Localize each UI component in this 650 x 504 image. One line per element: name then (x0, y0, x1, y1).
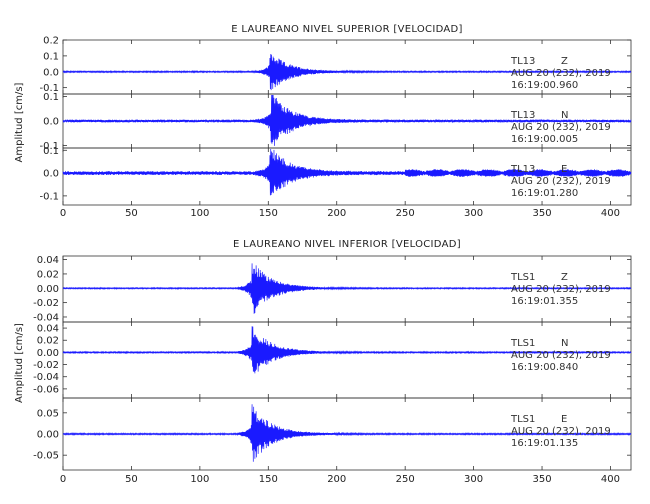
chart-2: E LAUREANO NIVEL INFERIOR [VELOCIDAD] Amp… (14, 239, 632, 485)
record-date: AUG 20 (232), 2019 (511, 176, 611, 187)
chart-1: E LAUREANO NIVEL SUPERIOR [VELOCIDAD] Amp… (14, 24, 632, 219)
x-tick-label: 0 (60, 208, 66, 219)
station-component: Z (561, 56, 568, 67)
y-tick-label: -0.04 (33, 312, 59, 323)
x-tick-label: 200 (327, 474, 346, 485)
y-tick-label: 0.1 (43, 92, 59, 103)
y-tick-label: -0.06 (33, 384, 59, 395)
record-time: 16:19:00.005 (511, 134, 578, 145)
x-tick-label: 300 (464, 474, 483, 485)
x-tick-label: 250 (396, 208, 415, 219)
x-tick-label: 400 (601, 474, 620, 485)
y-tick-label: 0.02 (37, 336, 59, 347)
waveform-trace (62, 148, 632, 196)
waveform-trace (62, 326, 632, 374)
y-tick-label: -0.1 (39, 141, 59, 152)
x-tick-label: 400 (601, 208, 620, 219)
x-tick-label: 150 (259, 474, 278, 485)
station-component: E (561, 414, 567, 425)
y-tick-label: 0.1 (43, 51, 59, 62)
station-code: TL13 (510, 164, 535, 175)
x-tick-label: 350 (532, 474, 551, 485)
station-code: TLS1 (510, 272, 535, 283)
station-code: TL13 (510, 56, 535, 67)
record-date: AUG 20 (232), 2019 (511, 350, 611, 361)
record-date: AUG 20 (232), 2019 (511, 68, 611, 79)
station-code: TL13 (510, 110, 535, 121)
y-tick-label: -0.1 (39, 83, 59, 94)
y-tick-label: 0.00 (37, 430, 59, 441)
waveform-trace (62, 263, 632, 314)
waveform-trace (62, 404, 632, 462)
y-tick-label: 0.0 (43, 169, 59, 180)
record-time: 16:19:00.960 (511, 80, 578, 91)
chart-title: E LAUREANO NIVEL INFERIOR [VELOCIDAD] (233, 239, 461, 250)
x-tick-label: 50 (125, 208, 138, 219)
waveform-trace (62, 54, 632, 91)
y-tick-label: 0.00 (37, 284, 59, 295)
y-tick-label: 0.1 (43, 146, 59, 157)
y-tick-label: -0.1 (39, 191, 59, 202)
record-date: AUG 20 (232), 2019 (511, 426, 611, 437)
x-tick-label: 150 (259, 208, 278, 219)
x-tick-label: 100 (190, 474, 209, 485)
record-time: 16:19:01.135 (511, 438, 578, 449)
chart-title: E LAUREANO NIVEL SUPERIOR [VELOCIDAD] (231, 24, 463, 35)
record-time: 16:19:00.840 (511, 362, 578, 373)
panel-frame (62, 147, 632, 206)
y-axis-label: Amplitud [cm/s] (14, 82, 25, 162)
y-tick-label: 0.04 (37, 324, 59, 335)
x-tick-label: 300 (464, 208, 483, 219)
station-component: N (561, 338, 568, 349)
station-component: N (561, 110, 568, 121)
y-tick-label: 0.0 (43, 67, 59, 78)
station-component: Z (561, 272, 568, 283)
record-time: 16:19:01.355 (511, 296, 578, 307)
waveform-trace (62, 94, 632, 146)
y-tick-label: 0.0 (43, 117, 59, 128)
y-tick-label: 0.02 (37, 269, 59, 280)
y-tick-label: 0.04 (37, 255, 59, 266)
y-tick-label: -0.02 (33, 298, 59, 309)
record-date: AUG 20 (232), 2019 (511, 122, 611, 133)
x-tick-label: 350 (532, 208, 551, 219)
y-tick-label: -0.05 (33, 451, 59, 462)
record-time: 16:19:01.280 (511, 188, 578, 199)
record-date: AUG 20 (232), 2019 (511, 284, 611, 295)
x-tick-label: 50 (125, 474, 138, 485)
station-code: TLS1 (510, 414, 535, 425)
y-axis-label: Amplitud [cm/s] (14, 323, 25, 403)
y-tick-label: -0.02 (33, 360, 59, 371)
y-tick-label: 0.2 (43, 36, 59, 47)
station-component: E (561, 164, 567, 175)
x-tick-label: 250 (396, 474, 415, 485)
y-tick-label: 0.00 (37, 348, 59, 359)
y-tick-label: 0.05 (37, 408, 59, 419)
station-code: TLS1 (510, 338, 535, 349)
x-tick-label: 0 (60, 474, 66, 485)
x-tick-label: 200 (327, 208, 346, 219)
x-tick-label: 100 (190, 208, 209, 219)
y-tick-label: -0.04 (33, 372, 59, 383)
